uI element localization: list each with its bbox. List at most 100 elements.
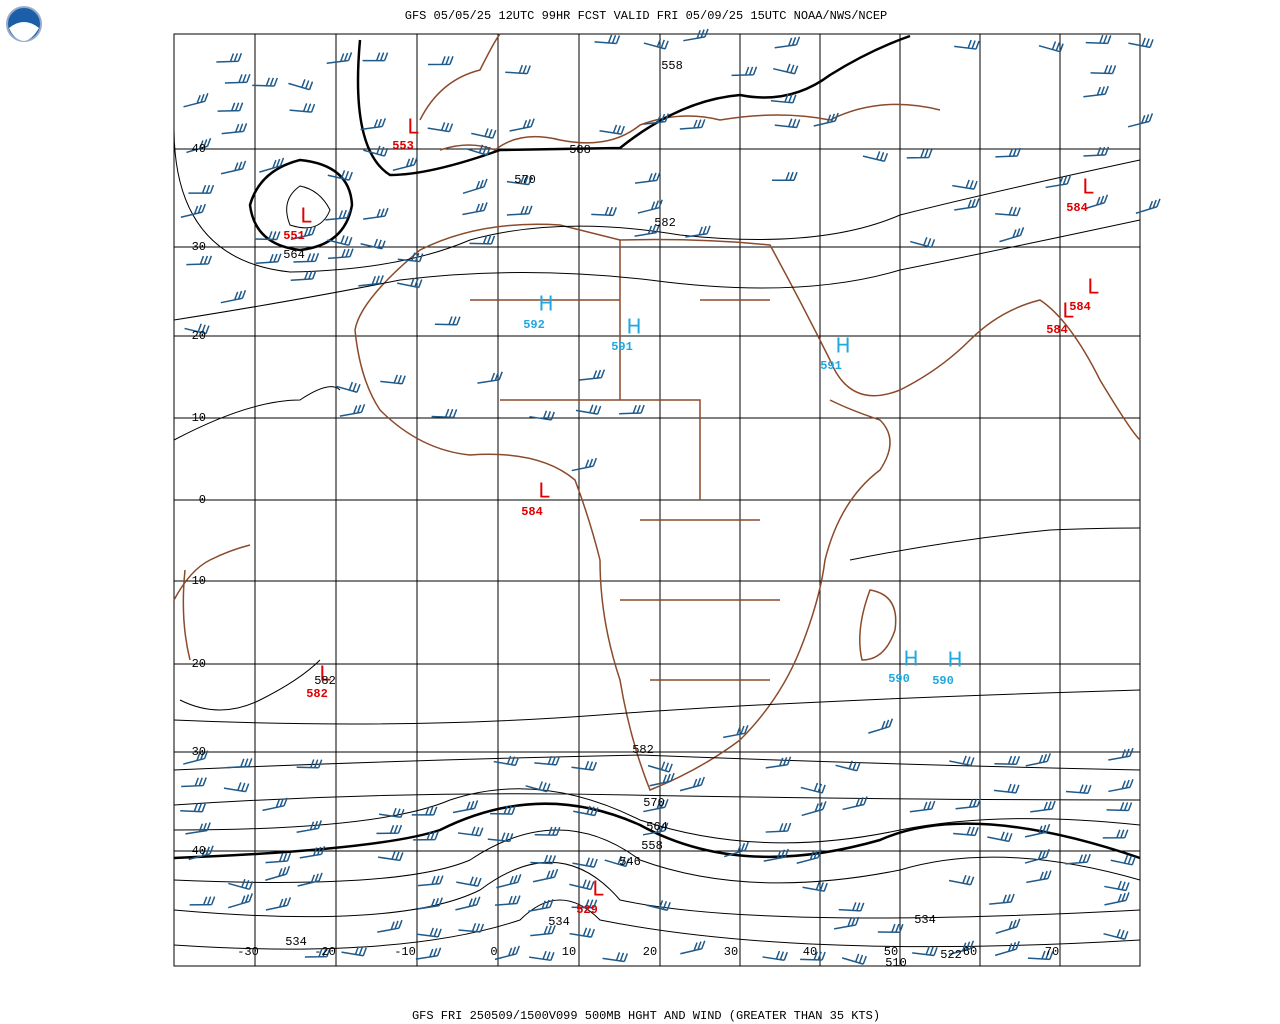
lon-label: -30 [237,945,259,959]
wind-barb [569,927,596,938]
wind-barb [227,893,254,909]
wind-barb [506,205,533,216]
wind-barb [604,855,630,868]
wind-barb [649,772,675,787]
wind-barb [842,796,868,811]
wind-barb [290,270,317,282]
height-contours [173,34,1141,950]
wind-barb [360,238,386,250]
wind-barb [494,895,521,906]
contour-label: 570 [643,796,665,810]
wind-barb [392,156,418,172]
wind-barb [994,755,1021,765]
wind-barb [452,800,479,814]
wind-barb [1102,829,1129,839]
center-symbol: H [835,334,850,358]
wind-barb [505,64,531,75]
wind-barb [999,227,1025,243]
wind-barb [955,798,982,810]
wind-barb [293,253,320,263]
wind-barb [773,63,799,75]
wind-barb [427,122,454,133]
wind-barb [487,832,514,843]
center-value: 529 [576,903,598,917]
wind-barb [910,237,936,249]
center-symbol: L [1087,275,1099,299]
wind-barb [509,118,535,132]
center-value: 592 [523,318,545,332]
center-value: 590 [932,674,954,688]
wind-barb [360,118,386,131]
wind-barb [1127,113,1154,128]
contour-label: 522 [940,948,962,962]
wind-barb [220,160,247,175]
wind-barb [183,93,209,108]
center-symbol: L [300,204,312,228]
wind-barb [528,899,554,912]
wind-barb [953,826,979,837]
wind-barb [1110,854,1136,866]
wind-barb [465,144,491,156]
wind-barb [411,806,438,816]
wind-barb [290,226,317,241]
center-value: 590 [888,672,910,686]
center-value: 584 [1066,201,1088,215]
wind-barb [216,52,243,63]
wind-barb [575,404,602,415]
wind-barb [362,52,389,62]
wind-barb [796,849,822,864]
wind-barb [643,38,669,50]
contour-label: 534 [548,915,570,929]
wind-barb [579,369,606,381]
wind-barb [679,119,706,130]
wind-barb [723,725,749,739]
lat-label: 10 [192,411,206,425]
wind-barb [493,755,520,767]
wind-barb [802,881,828,892]
wind-barb [800,951,826,961]
wind-barb [774,118,801,129]
center-value: 591 [611,340,633,354]
wind-barb [1083,194,1109,210]
wind-barb [1108,779,1134,793]
wind-barb [180,803,206,813]
wind-barb [573,805,599,817]
wind-barb [184,323,210,335]
wind-barb [339,403,366,417]
contour-label: 582 [632,743,654,757]
wind-barb [1026,870,1052,884]
contour-label: 546 [619,855,641,869]
contour-label: 570 [514,173,536,187]
lon-label: 70 [1045,945,1059,959]
lat-label: 40 [192,142,206,156]
wind-barb [304,948,331,958]
wind-barb [731,66,758,77]
wind-barb [683,28,709,42]
wind-barb [774,36,801,49]
wind-barb [813,112,839,127]
center-symbol: H [538,292,553,316]
wind-barb [954,198,980,211]
lat-label: 30 [192,240,206,254]
wind-barb [599,124,626,135]
wind-barb [296,759,323,769]
wind-barb [1038,41,1064,53]
wind-barb [259,157,285,173]
wind-barb [397,277,423,289]
wind-barb [254,231,281,241]
wind-barb [397,252,424,263]
wind-barb [183,750,209,765]
center-value: 591 [820,359,842,373]
center-symbol: H [903,647,918,671]
wind-barb [995,206,1021,217]
center-value: 582 [306,687,328,701]
wind-barb [262,797,288,812]
wind-barb [223,782,250,793]
wind-barb [363,145,389,157]
wind-barb [637,199,663,214]
wind-barb [1065,853,1091,865]
wind-barb [948,874,975,886]
contour-label: 558 [641,839,663,853]
wind-barbs [180,28,1161,965]
lon-label: 40 [803,945,817,959]
